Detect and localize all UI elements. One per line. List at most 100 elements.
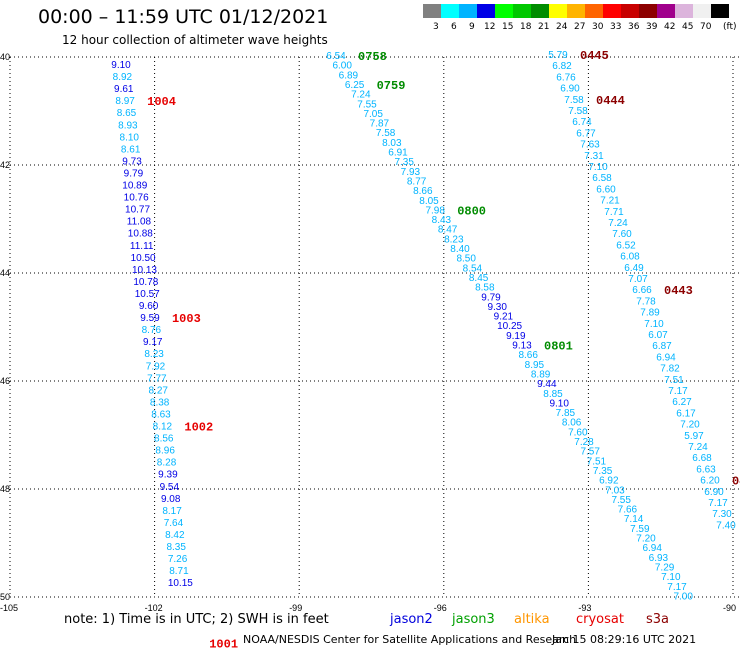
swh-value: 7.92: [146, 361, 166, 372]
swh-value: 8.23: [144, 349, 164, 360]
lat-tick-label: -40: [0, 52, 10, 62]
swh-value: 7.00: [673, 591, 693, 602]
lon-tick-label: -93: [578, 603, 591, 613]
swh-value: 6.07: [648, 330, 668, 341]
swh-value: 6.68: [692, 453, 712, 464]
swh-value: 8.50: [456, 254, 476, 265]
swh-value: 8.85: [543, 389, 563, 400]
colorbar-bin: [423, 4, 441, 18]
swh-value: 11.08: [127, 217, 152, 228]
colorbar-bin: [513, 4, 531, 18]
colorbar-label: 3: [433, 22, 439, 32]
swh-value: 8.76: [142, 325, 162, 336]
colorbar-bin: [495, 4, 513, 18]
swh-value: 10.76: [124, 193, 149, 204]
swh-value: 8.61: [121, 144, 141, 155]
swh-value: 8.96: [155, 446, 175, 457]
colorbar-label: 15: [502, 22, 514, 32]
colorbar-bin: [621, 4, 639, 18]
swh-value: 6.60: [596, 184, 616, 195]
swh-value: 9.39: [158, 470, 178, 481]
swh-value: 7.60: [568, 427, 588, 438]
swh-value: 6.91: [388, 148, 408, 159]
swh-value: 8.03: [382, 138, 402, 149]
swh-value: 7.85: [556, 408, 576, 419]
swh-value: 6.93: [649, 553, 669, 564]
lat-tick-label: -48: [0, 484, 10, 494]
swh-value: 10.77: [125, 205, 150, 216]
legend-jason2: jason2: [390, 612, 433, 627]
swh-value: 6.27: [672, 397, 692, 408]
swh-value: 8.97: [115, 96, 135, 107]
swh-value: 7.17: [668, 386, 688, 397]
time-label: 1002: [184, 421, 213, 435]
swh-value: 7.24: [688, 442, 708, 453]
colorbar-label: 24: [556, 22, 568, 32]
swh-value: 6.66: [632, 285, 652, 296]
swh-value: 7.28: [574, 437, 594, 448]
legend-cryosat: cryosat: [576, 612, 624, 627]
swh-value: 8.23: [444, 234, 464, 245]
swh-value: 7.03: [605, 485, 625, 496]
time-label: 0758: [358, 50, 387, 64]
swh-value: 9.73: [122, 156, 142, 167]
swh-value: 10.25: [497, 321, 522, 332]
swh-value: 7.78: [636, 296, 656, 307]
swh-value: 8.12: [153, 422, 173, 433]
swh-value: 8.17: [162, 506, 182, 517]
swh-value: 7.10: [661, 572, 681, 583]
swh-value: 8.54: [463, 263, 483, 274]
swh-value: 7.51: [664, 375, 684, 386]
swh-value: 7.59: [630, 524, 650, 535]
swh-value: 9.79: [481, 292, 501, 303]
colorbar-label: 12: [484, 22, 496, 32]
colorbar-unit: (ft): [723, 22, 737, 32]
time-label: 0445: [580, 49, 609, 63]
swh-value: 7.35: [593, 466, 613, 477]
swh-value: 8.06: [562, 418, 582, 429]
swh-value: 9.08: [161, 494, 181, 505]
swh-value: 8.63: [151, 409, 171, 420]
swh-value: 8.66: [413, 186, 433, 197]
legend-jason3: jason3: [452, 612, 495, 627]
swh-value: 8.77: [407, 176, 427, 187]
swh-value: 7.58: [564, 95, 584, 106]
swh-value: 7.93: [401, 167, 421, 178]
swh-value: 9.13: [512, 341, 532, 352]
colorbar-bin: [657, 4, 675, 18]
swh-value: 9.19: [506, 331, 526, 342]
time-label: 0442: [732, 475, 740, 489]
lat-tick-label: -50: [0, 592, 10, 602]
footer-timestamp: Jan 15 08:29:16 UTC 2021: [552, 633, 697, 646]
swh-value: 7.17: [708, 498, 728, 509]
swh-value: 7.14: [624, 514, 644, 525]
lon-tick-label: -105: [0, 603, 18, 613]
swh-value: 6.17: [676, 408, 696, 419]
swh-value: 8.40: [450, 244, 470, 255]
colorbar-label: 70: [700, 22, 712, 32]
colorbar-bin: [585, 4, 603, 18]
swh-value: 5.97: [684, 431, 704, 442]
swh-value: 8.56: [154, 434, 174, 445]
swh-value: 10.15: [168, 578, 193, 589]
swh-value: 6.94: [656, 352, 676, 363]
swh-value: 9.21: [494, 312, 514, 323]
legend-s3a: s3a: [646, 612, 670, 627]
colorbar-bin: [459, 4, 477, 18]
swh-value: 8.65: [117, 108, 137, 119]
colorbar-bin: [567, 4, 585, 18]
swh-value: 9.30: [487, 302, 507, 313]
lat-tick-label: -44: [0, 268, 10, 278]
map-subtitle: 12 hour collection of altimeter wave hei…: [62, 33, 328, 47]
colorbar-label: 45: [682, 22, 694, 32]
swh-value: 6.20: [700, 476, 720, 487]
swh-value: 7.63: [580, 140, 600, 151]
time-label: 0800: [457, 204, 486, 218]
swh-value: 7.87: [370, 119, 390, 130]
swh-value: 8.89: [531, 369, 551, 380]
swh-value: 7.58: [568, 106, 588, 117]
colorbar: [423, 4, 729, 18]
swh-value: 9.17: [143, 337, 163, 348]
swh-value: 6.94: [642, 543, 662, 554]
